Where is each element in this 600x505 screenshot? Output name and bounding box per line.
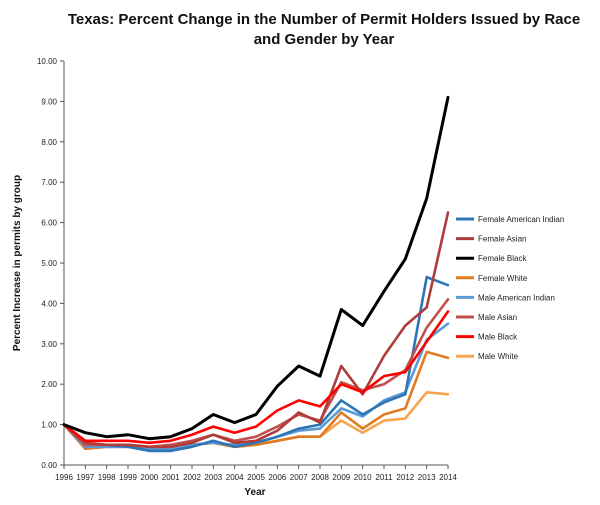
x-tick-label: 2000	[140, 473, 158, 482]
chart-title-line2: and Gender by Year	[254, 31, 395, 48]
legend-label-male-black: Male Black	[478, 333, 518, 342]
y-tick-label: 7.00	[41, 178, 57, 187]
x-tick-label: 2013	[418, 473, 436, 482]
legend-label-male-white: Male White	[478, 352, 519, 361]
series-line-female-black	[62, 95, 450, 441]
legend-label-female-white: Female White	[478, 274, 528, 283]
x-axis-ticks: 1996 1997 1998 1999 2000 2001 2002 2003 2004 2005…	[55, 465, 457, 482]
x-tick-label: 2007	[290, 473, 308, 482]
chart-axes	[63, 61, 448, 466]
y-tick-label: 1.00	[41, 421, 57, 430]
x-tick-label: 2014	[439, 473, 457, 482]
y-tick-label: 2.00	[41, 380, 57, 389]
y-tick-label: 0.00	[41, 461, 57, 470]
x-tick-label: 2011	[375, 473, 393, 482]
x-tick-label: 1998	[98, 473, 116, 482]
legend-label-female-black: Female Black	[478, 254, 527, 263]
y-tick-label: 10.00	[37, 57, 58, 66]
y-tick-label: 9.00	[41, 97, 57, 106]
x-tick-label: 2005	[247, 473, 265, 482]
y-tick-label: 6.00	[41, 219, 57, 228]
x-tick-label: 2006	[268, 473, 286, 482]
y-tick-label: 4.00	[41, 299, 57, 308]
series-lines	[62, 95, 450, 453]
x-tick-label: 1996	[55, 473, 73, 482]
series-line-female-asian	[62, 211, 450, 449]
legend-label-male-american-indian: Male American Indian	[478, 293, 555, 302]
series-line-male-american-indian	[62, 322, 450, 451]
chart-title-line1: Texas: Percent Change in the Number of P…	[68, 11, 580, 28]
y-axis-ticks: 0.00 1.00 2.00 3.00 4.00 5.00 6.00 7.00 8.00 9.00…	[37, 57, 64, 470]
x-tick-label: 2009	[332, 473, 350, 482]
x-tick-label: 2003	[204, 473, 222, 482]
x-tick-label: 2002	[183, 473, 201, 482]
legend-label-female-asian: Female Asian	[478, 235, 526, 244]
x-tick-label: 1997	[76, 473, 94, 482]
series-line-male-black	[62, 310, 450, 445]
y-axis-label: Percent Increase in permits by group	[12, 175, 23, 351]
x-tick-label: 2008	[311, 473, 329, 482]
x-tick-label: 2010	[354, 473, 372, 482]
y-tick-label: 8.00	[41, 138, 57, 147]
x-axis-label: Year	[244, 487, 265, 498]
x-tick-label: 2001	[162, 473, 180, 482]
x-tick-label: 1999	[119, 473, 137, 482]
y-tick-label: 3.00	[41, 340, 57, 349]
legend-label-female-american-indian: Female American Indian	[478, 215, 564, 224]
legend-label-male-asian: Male Asian	[478, 313, 517, 322]
y-tick-label: 5.00	[41, 259, 57, 268]
x-tick-label: 2012	[396, 473, 414, 482]
chart-legend: Female American Indian Female Asian Female…	[456, 215, 564, 361]
series-line-male-asian	[62, 298, 450, 449]
x-tick-label: 2004	[226, 473, 244, 482]
series-line-female-american-indian	[62, 275, 450, 453]
